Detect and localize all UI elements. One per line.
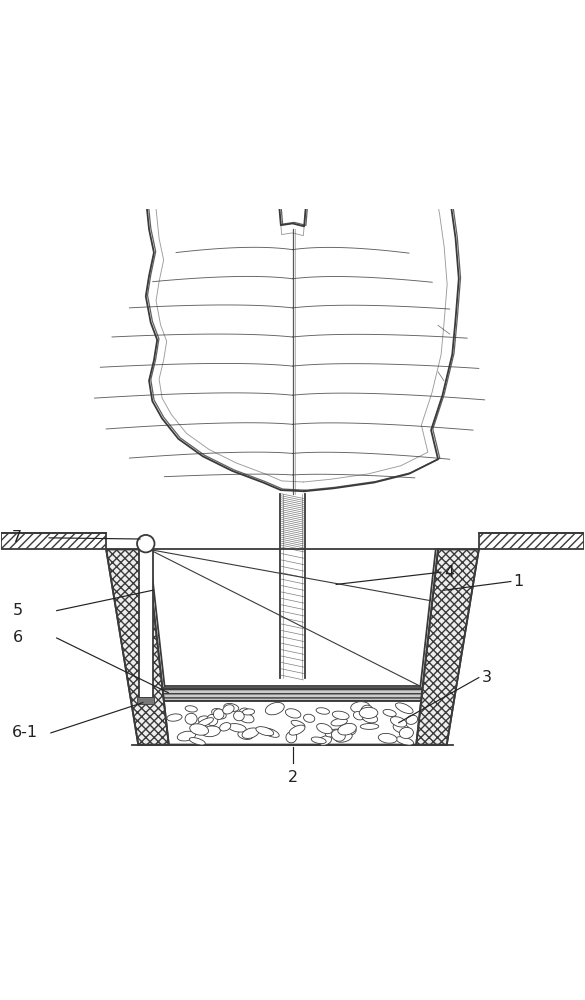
Ellipse shape [201, 726, 221, 737]
Ellipse shape [198, 716, 211, 724]
Ellipse shape [311, 737, 326, 744]
Text: 2: 2 [287, 770, 298, 785]
Ellipse shape [185, 706, 197, 712]
Text: 6-1: 6-1 [12, 725, 38, 740]
Ellipse shape [212, 709, 226, 719]
Ellipse shape [256, 727, 274, 736]
Ellipse shape [362, 714, 377, 723]
Ellipse shape [214, 709, 224, 719]
Ellipse shape [233, 711, 244, 721]
Ellipse shape [353, 712, 364, 720]
Ellipse shape [360, 724, 378, 729]
Ellipse shape [351, 702, 370, 713]
Ellipse shape [331, 718, 347, 726]
Ellipse shape [393, 723, 410, 733]
Ellipse shape [304, 714, 315, 722]
Ellipse shape [238, 731, 253, 739]
Text: 7: 7 [12, 530, 22, 545]
Ellipse shape [338, 723, 356, 735]
Ellipse shape [319, 736, 332, 745]
Ellipse shape [285, 709, 301, 718]
Ellipse shape [332, 730, 345, 741]
Ellipse shape [361, 705, 373, 716]
Text: 4: 4 [444, 565, 454, 580]
Ellipse shape [332, 711, 349, 719]
Ellipse shape [190, 738, 205, 745]
Ellipse shape [378, 733, 397, 743]
Ellipse shape [291, 720, 305, 728]
Text: 1: 1 [514, 574, 524, 589]
Ellipse shape [396, 737, 414, 745]
Ellipse shape [340, 725, 356, 736]
Polygon shape [479, 533, 584, 549]
Ellipse shape [335, 733, 352, 742]
Bar [139, 543, 153, 698]
Ellipse shape [239, 713, 254, 723]
Polygon shape [416, 549, 479, 745]
Ellipse shape [316, 708, 329, 714]
Ellipse shape [207, 714, 218, 726]
Ellipse shape [289, 725, 305, 735]
Ellipse shape [383, 709, 396, 716]
Polygon shape [1, 533, 106, 549]
Text: 5: 5 [13, 603, 23, 618]
Ellipse shape [219, 723, 231, 731]
Circle shape [137, 535, 154, 552]
Ellipse shape [239, 708, 250, 718]
Ellipse shape [242, 728, 259, 738]
Bar [137, 697, 154, 704]
Ellipse shape [406, 715, 418, 724]
Ellipse shape [177, 731, 195, 741]
Ellipse shape [228, 724, 246, 732]
Polygon shape [106, 549, 169, 745]
Ellipse shape [325, 729, 343, 737]
Text: 6: 6 [13, 630, 23, 645]
Ellipse shape [242, 709, 254, 715]
Ellipse shape [266, 702, 284, 715]
Ellipse shape [390, 717, 407, 727]
Ellipse shape [263, 728, 279, 737]
Ellipse shape [190, 724, 209, 735]
Ellipse shape [316, 723, 332, 734]
Ellipse shape [400, 727, 414, 738]
Ellipse shape [224, 703, 239, 711]
Polygon shape [164, 701, 421, 745]
Ellipse shape [395, 703, 413, 714]
Text: 3: 3 [481, 670, 492, 685]
Ellipse shape [185, 713, 197, 724]
Ellipse shape [167, 714, 182, 721]
Polygon shape [163, 688, 422, 701]
Ellipse shape [223, 705, 234, 714]
Ellipse shape [197, 718, 214, 727]
Ellipse shape [286, 732, 297, 743]
Ellipse shape [359, 707, 378, 718]
